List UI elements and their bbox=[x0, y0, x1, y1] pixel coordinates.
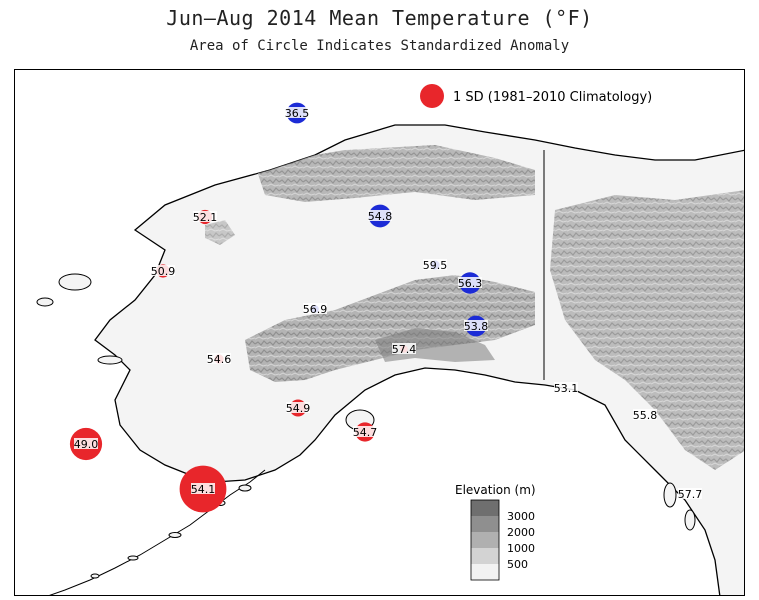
station-temperature-label: 54.9 bbox=[286, 402, 311, 415]
elevation-label-2000: 2000 bbox=[507, 526, 535, 539]
station-label-bg bbox=[207, 353, 231, 364]
station-temperature-label: 57.4 bbox=[392, 343, 417, 356]
elevation-relief bbox=[205, 145, 744, 470]
elevation-band-500 bbox=[471, 564, 499, 580]
elevation-label-3000: 3000 bbox=[507, 510, 535, 523]
station-temperature-label: 56.9 bbox=[303, 303, 328, 316]
station-marker: 53.8 bbox=[464, 315, 489, 337]
station-marker: 54.9 bbox=[286, 399, 311, 417]
station-label-bg bbox=[368, 210, 392, 221]
elevation-band-3000 bbox=[471, 516, 499, 532]
elevation-label-500: 500 bbox=[507, 558, 528, 571]
station-temperature-label: 56.3 bbox=[458, 277, 483, 290]
station-temperature-label: 36.5 bbox=[285, 107, 310, 120]
station-marker: 54.8 bbox=[368, 204, 393, 228]
station-marker: 49.0 bbox=[69, 427, 103, 461]
station-marker: 52.1 bbox=[193, 209, 218, 225]
sd-legend: 1 SD (1981–2010 Climatology) bbox=[420, 84, 652, 108]
map-subtitle: Area of Circle Indicates Standardized An… bbox=[189, 38, 570, 54]
station-temperature-label: 57.7 bbox=[678, 488, 703, 501]
station-temperature-label: 53.8 bbox=[464, 320, 489, 333]
station-label-bg bbox=[458, 277, 482, 288]
elevation-band-top bbox=[471, 500, 499, 516]
map-title: Jun–Aug 2014 Mean Temperature (°F) bbox=[166, 6, 593, 30]
map-frame: 1 SD (1981–2010 Climatology) 36.5 52.1 54.… bbox=[14, 69, 745, 596]
station-temperature-label: 54.6 bbox=[207, 353, 232, 366]
station-label-bg bbox=[464, 320, 488, 331]
station-temperature-label: 52.1 bbox=[193, 211, 218, 224]
station-markers: 36.5 52.1 54.8 50.9 59.5 56.3 56.9 53.8 57.4 54.6… bbox=[69, 102, 703, 513]
station-temperature-label: 54.7 bbox=[353, 426, 378, 439]
station-label-bg bbox=[554, 382, 578, 393]
station-label-bg bbox=[303, 303, 327, 314]
elevation-label-1000: 1000 bbox=[507, 542, 535, 555]
station-label-bg bbox=[285, 107, 309, 118]
station-label-bg bbox=[151, 265, 175, 276]
station-marker: 57.7 bbox=[678, 488, 703, 501]
station-marker: 54.6 bbox=[207, 353, 232, 366]
elevation-legend-title: Elevation (m) bbox=[455, 483, 536, 497]
station-marker: 56.3 bbox=[458, 272, 483, 294]
station-marker: 53.1 bbox=[554, 382, 579, 395]
station-label-bg bbox=[286, 402, 310, 413]
station-label-bg bbox=[74, 438, 98, 449]
station-label-bg bbox=[678, 488, 702, 499]
station-marker: 50.9 bbox=[151, 264, 176, 278]
station-label-bg bbox=[191, 483, 215, 494]
station-marker: 36.5 bbox=[285, 102, 310, 124]
elevation-band-2000 bbox=[471, 532, 499, 548]
station-temperature-label: 59.5 bbox=[423, 259, 448, 272]
sd-legend-swatch bbox=[420, 84, 444, 108]
station-marker: 54.1 bbox=[179, 465, 227, 513]
station-marker: 55.8 bbox=[633, 409, 658, 422]
station-temperature-label: 50.9 bbox=[151, 265, 176, 278]
station-temperature-label: 55.8 bbox=[633, 409, 658, 422]
station-marker: 56.9 bbox=[303, 303, 328, 316]
station-temperature-label: 53.1 bbox=[554, 382, 579, 395]
station-marker: 54.7 bbox=[353, 422, 378, 442]
station-marker: 57.4 bbox=[392, 343, 417, 356]
sd-legend-label: 1 SD (1981–2010 Climatology) bbox=[453, 90, 652, 105]
alaska-landmass bbox=[94, 124, 744, 595]
station-label-bg bbox=[423, 259, 447, 270]
station-label-bg bbox=[633, 409, 657, 420]
elevation-legend: Elevation (m) 3000 2000 1000 500 bbox=[455, 483, 536, 581]
station-temperature-label: 49.0 bbox=[74, 438, 99, 451]
alaska-map: 1 SD (1981–2010 Climatology) 36.5 52.1 54.… bbox=[36, 84, 744, 595]
station-label-bg bbox=[193, 211, 217, 222]
station-label-bg bbox=[353, 426, 377, 437]
station-temperature-label: 54.8 bbox=[368, 210, 393, 223]
station-label-bg bbox=[392, 343, 416, 354]
elevation-band-1000 bbox=[471, 548, 499, 564]
station-temperature-label: 54.1 bbox=[191, 483, 216, 496]
station-marker: 59.5 bbox=[423, 259, 448, 272]
